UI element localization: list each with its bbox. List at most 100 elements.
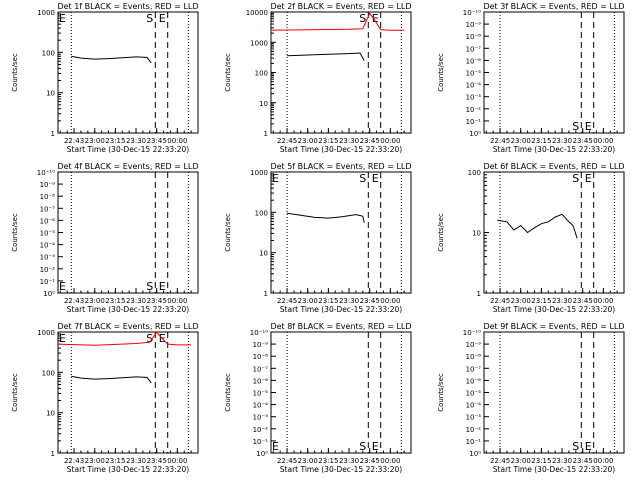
panel-det-6: Det 6f BLACK = Events, RED = LLD 1 10 100 Co… [437, 162, 625, 314]
plot-frame [57, 171, 199, 294]
y-axis-label: Counts/sec [224, 373, 232, 412]
plot-frame [483, 171, 625, 294]
y-tick-label: 10⁻⁸ [253, 353, 269, 361]
panel-title: Det 1f BLACK = Events, RED = LLD [57, 2, 198, 11]
y-tick-label: 1000 [37, 329, 55, 337]
marker-label-e: E [159, 280, 166, 293]
y-tick-label: 10⁻⁶ [253, 377, 269, 385]
y-tick-label: 10⁻² [40, 266, 56, 274]
y-tick-label: 10⁻² [466, 426, 482, 434]
events-series-line [287, 212, 365, 223]
panel-title: Det 3f BLACK = Events, RED = LLD [483, 2, 624, 11]
marker-label-s: S [146, 280, 153, 293]
x-tick-label: 00:00 [593, 137, 613, 145]
y-tick-label: 10 [46, 90, 55, 98]
x-tick-label: 00:00 [167, 137, 187, 145]
plot-frame [483, 331, 625, 454]
y-tick-label: 10⁻⁶ [466, 57, 482, 65]
panel-title: Det 5f BLACK = Events, RED = LLD [270, 162, 411, 171]
y-tick-label: 10⁻⁷ [253, 365, 269, 373]
x-axis-label: Start Time (30-Dec-15 22:33:20) [493, 145, 615, 154]
lld-series-line [57, 331, 192, 346]
marker-label-s: S [572, 440, 579, 453]
events-series-line [497, 213, 578, 239]
x-tick-label: 00:00 [380, 457, 400, 465]
marker-label-s: S [572, 120, 579, 133]
x-tick-label: 23:15 [105, 297, 125, 305]
lld-series-line [270, 12, 405, 31]
y-axis-label: Counts/sec [437, 53, 445, 92]
x-tick-label: 00:00 [167, 297, 187, 305]
panel-det-4: Det 4f BLACK = Events, RED = LLD 10⁰ 10⁻¹ 1… [11, 162, 199, 314]
plot-frame [57, 331, 199, 454]
marker-label-s: S [359, 12, 366, 25]
y-tick-label: 1 [51, 450, 55, 458]
x-tick-label: 00:00 [380, 297, 400, 305]
x-tick-label: 23:30 [126, 297, 146, 305]
marker-label-e: E [585, 172, 592, 185]
marker-label-e: E [159, 12, 166, 25]
y-tick-label: 1 [477, 290, 481, 298]
y-tick-label: 10⁻³ [466, 414, 482, 422]
x-tick-label: 00:00 [593, 297, 613, 305]
y-tick-label: 10 [46, 410, 55, 418]
y-tick-label: 1 [264, 290, 268, 298]
x-tick-label: 23:00 [298, 297, 318, 305]
panel-det-2: Det 2f BLACK = Events, RED = LLD 1 10 100 10… [224, 2, 412, 154]
y-tick-label: 10⁰ [256, 450, 268, 458]
y-tick-label: 10 [259, 100, 268, 108]
y-tick-label: 10⁻⁷ [466, 45, 482, 53]
y-tick-label: 10⁻⁶ [40, 217, 56, 225]
marker-label-s: S [359, 172, 366, 185]
y-tick-label: 10⁻¹⁰ [250, 329, 268, 337]
panel-title: Det 9f BLACK = Events, RED = LLD [483, 322, 624, 331]
y-tick-label: 10⁻³ [466, 94, 482, 102]
x-tick-label: 23:00 [298, 137, 318, 145]
y-tick-label: 100 [468, 169, 481, 177]
y-tick-label: 10⁻¹ [253, 438, 269, 446]
x-tick-label: 23:30 [552, 297, 572, 305]
x-tick-label: 23:15 [318, 457, 338, 465]
y-tick-label: 10⁻⁴ [40, 242, 56, 250]
marker-label-e: E [372, 440, 379, 453]
y-tick-label: 10⁻⁸ [466, 33, 482, 41]
x-tick-label: 22:45 [277, 457, 297, 465]
y-tick-label: 10 [472, 230, 481, 238]
x-tick-label: 22:43 [64, 457, 84, 465]
x-tick-label: 23:45 [573, 457, 593, 465]
x-tick-label: 23:30 [126, 137, 146, 145]
plot-frame [483, 11, 625, 134]
marker-label-e: E [372, 12, 379, 25]
marker-label-e: E [372, 172, 379, 185]
y-tick-label: 100 [255, 70, 268, 78]
y-tick-label: 100 [42, 49, 55, 57]
y-axis-label: Counts/sec [437, 373, 445, 412]
y-tick-label: 10⁻⁵ [466, 70, 482, 78]
y-axis-label: Counts/sec [224, 213, 232, 252]
y-tick-label: 100 [255, 209, 268, 217]
x-tick-label: 23:15 [318, 137, 338, 145]
marker-label-e: E [59, 12, 66, 25]
x-tick-label: 23:45 [573, 297, 593, 305]
x-tick-label: 22:43 [64, 137, 84, 145]
x-tick-label: 22:45 [277, 137, 297, 145]
y-tick-label: 10⁻⁹ [40, 181, 56, 189]
plot-frame [57, 11, 199, 134]
marker-label-s: S [572, 172, 579, 185]
y-tick-label: 10⁻⁴ [466, 82, 482, 90]
x-tick-label: 23:15 [105, 137, 125, 145]
y-tick-label: 10⁻¹ [466, 118, 482, 126]
x-axis-label: Start Time (30-Dec-15 22:33:20) [493, 465, 615, 474]
panel-det-1: Det 1f BLACK = Events, RED = LLD 1 10 100 10… [11, 2, 199, 154]
marker-label-e: E [585, 440, 592, 453]
y-tick-label: 10⁰ [469, 130, 481, 138]
x-tick-label: 00:00 [380, 137, 400, 145]
panel-title: Det 8f BLACK = Events, RED = LLD [270, 322, 411, 331]
y-tick-label: 10⁻⁷ [40, 205, 56, 213]
x-tick-label: 23:45 [360, 457, 380, 465]
x-tick-label: 23:15 [531, 297, 551, 305]
x-tick-label: 00:00 [593, 457, 613, 465]
y-tick-label: 10 [259, 250, 268, 258]
y-axis-label: Counts/sec [11, 213, 19, 252]
x-tick-label: 23:00 [511, 137, 531, 145]
